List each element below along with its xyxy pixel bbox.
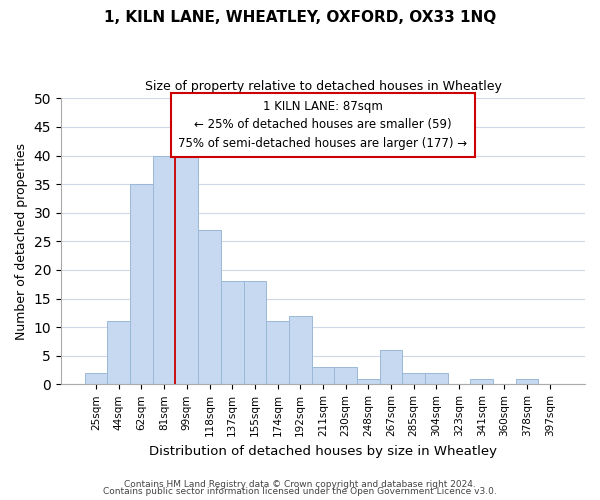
Bar xyxy=(221,282,244,385)
Bar xyxy=(198,230,221,384)
Bar xyxy=(244,282,266,385)
Bar xyxy=(289,316,311,384)
Bar xyxy=(334,367,357,384)
Bar xyxy=(380,350,403,384)
Bar xyxy=(311,367,334,384)
Bar xyxy=(403,373,425,384)
Bar xyxy=(153,156,175,384)
Y-axis label: Number of detached properties: Number of detached properties xyxy=(15,143,28,340)
Text: 1 KILN LANE: 87sqm
← 25% of detached houses are smaller (59)
75% of semi-detache: 1 KILN LANE: 87sqm ← 25% of detached hou… xyxy=(178,100,467,150)
Bar xyxy=(470,378,493,384)
Text: Contains HM Land Registry data © Crown copyright and database right 2024.: Contains HM Land Registry data © Crown c… xyxy=(124,480,476,489)
Bar xyxy=(425,373,448,384)
Text: Contains public sector information licensed under the Open Government Licence v3: Contains public sector information licen… xyxy=(103,488,497,496)
Bar xyxy=(130,184,153,384)
Text: 1, KILN LANE, WHEATLEY, OXFORD, OX33 1NQ: 1, KILN LANE, WHEATLEY, OXFORD, OX33 1NQ xyxy=(104,10,496,25)
Bar xyxy=(266,322,289,384)
Title: Size of property relative to detached houses in Wheatley: Size of property relative to detached ho… xyxy=(145,80,502,93)
Bar xyxy=(516,378,538,384)
Bar xyxy=(85,373,107,384)
Bar xyxy=(175,144,198,384)
Bar xyxy=(107,322,130,384)
Bar xyxy=(357,378,380,384)
X-axis label: Distribution of detached houses by size in Wheatley: Distribution of detached houses by size … xyxy=(149,444,497,458)
